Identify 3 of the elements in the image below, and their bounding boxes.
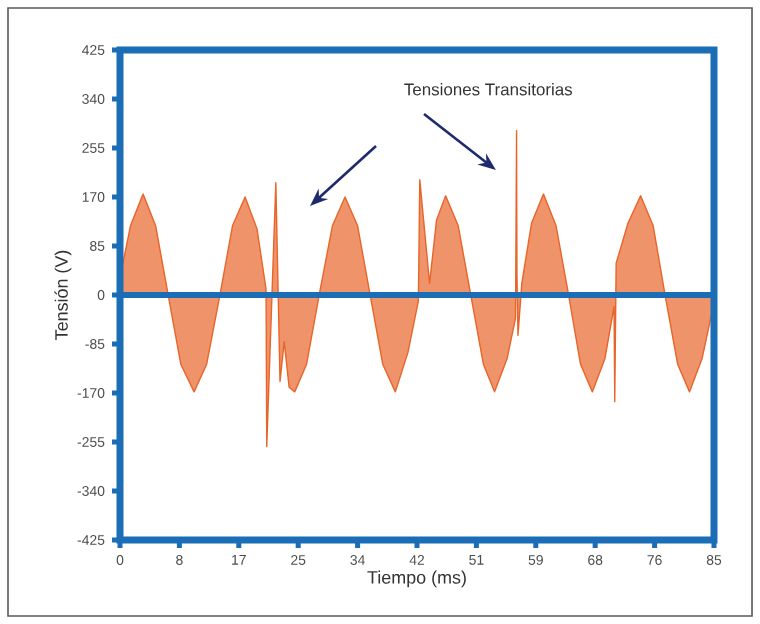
annotation: Tensiones Transitorias (404, 82, 573, 96)
x-axis-title: Tiempo (ms) (367, 570, 466, 588)
y-axis-title: Tensión (V) (54, 250, 72, 340)
